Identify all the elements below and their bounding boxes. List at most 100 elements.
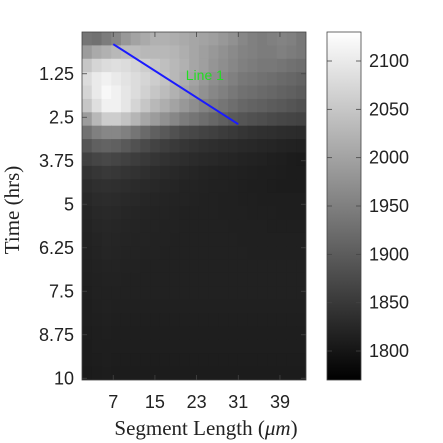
heatmap-cell xyxy=(169,152,180,167)
heatmap-cell xyxy=(276,98,288,113)
heatmap-cell xyxy=(82,246,93,261)
heatmap-cell xyxy=(111,139,122,154)
heatmap-cell xyxy=(150,179,161,194)
heatmap-cell xyxy=(276,139,288,154)
heatmap-cell xyxy=(82,219,93,234)
heatmap-cell xyxy=(267,165,278,180)
heatmap-cell xyxy=(169,139,180,154)
heatmap-cell xyxy=(120,353,132,368)
heatmap-cell xyxy=(218,339,229,354)
heatmap-cell xyxy=(218,366,229,380)
heatmap-cell xyxy=(286,152,297,167)
heatmap-cell xyxy=(140,206,151,220)
heatmap-cell xyxy=(276,339,288,354)
heatmap-cell xyxy=(101,139,112,154)
heatmap-cell xyxy=(276,112,288,127)
heatmap-cell xyxy=(218,313,229,328)
heatmap-cell xyxy=(198,206,210,220)
heatmap-cell xyxy=(218,246,229,261)
x-axis-title: Segment Length (μm) xyxy=(114,416,297,440)
heatmap-cell xyxy=(276,299,288,314)
heatmap-cell xyxy=(247,259,258,274)
heatmap-cell xyxy=(159,232,171,247)
heatmap-cell xyxy=(198,58,210,73)
heatmap-cell xyxy=(198,219,210,234)
heatmap-cell xyxy=(169,32,180,46)
heatmap-cell xyxy=(130,206,142,220)
heatmap-cell xyxy=(286,286,297,301)
heatmap-cell xyxy=(247,45,258,60)
heatmap-cell xyxy=(247,85,258,100)
heatmap-cell xyxy=(120,85,132,100)
heatmap-cell xyxy=(189,32,200,46)
heatmap-cell xyxy=(159,165,171,180)
heatmap-cell xyxy=(208,72,219,87)
heatmap-cell xyxy=(208,286,219,301)
heatmap-cell xyxy=(237,313,249,328)
heatmap-cell xyxy=(140,165,151,180)
heatmap-cell xyxy=(179,58,190,73)
heatmap-cell xyxy=(150,112,161,127)
heatmap-cell xyxy=(228,206,239,220)
heatmap-cell xyxy=(228,259,239,274)
heatmap-cell xyxy=(150,353,161,368)
heatmap-cell xyxy=(296,313,306,328)
colorbar xyxy=(326,31,362,381)
heatmap-cell xyxy=(228,272,239,287)
x-axis-title-unit: μm xyxy=(264,416,291,440)
heatmap-cell xyxy=(228,339,239,354)
heatmap-cell xyxy=(140,259,151,274)
heatmap-cell xyxy=(140,272,151,287)
heatmap-cell xyxy=(237,112,249,127)
heatmap-cell xyxy=(169,299,180,314)
heatmap-cell xyxy=(189,125,200,140)
heatmap-cell xyxy=(247,366,258,380)
heatmap-cell xyxy=(228,192,239,207)
heatmap-cell xyxy=(91,206,103,220)
heatmap-cell xyxy=(228,45,239,60)
heatmap-cell xyxy=(198,313,210,328)
heatmap-cell xyxy=(120,192,132,207)
heatmap-cell xyxy=(150,232,161,247)
heatmap-cell xyxy=(276,366,288,380)
heatmap-cell xyxy=(237,259,249,274)
heatmap-cell xyxy=(150,206,161,220)
heatmap-cell xyxy=(179,246,190,261)
heatmap-cell xyxy=(228,72,239,87)
heatmap-cell xyxy=(169,246,180,261)
heatmap-cell xyxy=(159,72,171,87)
heatmap-cell xyxy=(267,72,278,87)
heatmap-cell xyxy=(179,299,190,314)
heatmap-cell xyxy=(179,32,190,46)
heatmap-cell xyxy=(120,272,132,287)
heatmap-cell xyxy=(111,192,122,207)
heatmap-cell xyxy=(82,313,93,328)
heatmap-cell xyxy=(257,366,268,380)
heatmap-cell xyxy=(237,246,249,261)
heatmap-cell xyxy=(130,98,142,113)
heatmap-cell xyxy=(286,125,297,140)
heatmap-cell xyxy=(189,326,200,341)
heatmap-cell xyxy=(296,259,306,274)
heatmap-cell xyxy=(169,219,180,234)
heatmap-cell xyxy=(237,45,249,60)
heatmap-cell xyxy=(276,152,288,167)
heatmap-cell xyxy=(218,58,229,73)
heatmap-cell xyxy=(276,286,288,301)
heatmap-cell xyxy=(228,299,239,314)
heatmap-cell xyxy=(247,246,258,261)
heatmap-cell xyxy=(120,32,132,46)
heatmap-cell xyxy=(247,313,258,328)
heatmap-cell xyxy=(267,152,278,167)
heatmap-cell xyxy=(228,179,239,194)
heatmap-cell xyxy=(159,98,171,113)
y-tick-label: 3.75 xyxy=(39,151,74,171)
heatmap-cell xyxy=(179,286,190,301)
heatmap-cell xyxy=(267,272,278,287)
heatmap-cell xyxy=(169,206,180,220)
heatmap-cell xyxy=(169,98,180,113)
heatmap-cell xyxy=(130,152,142,167)
heatmap-cell xyxy=(91,326,103,341)
heatmap-cell xyxy=(159,58,171,73)
heatmap-cell xyxy=(276,58,288,73)
